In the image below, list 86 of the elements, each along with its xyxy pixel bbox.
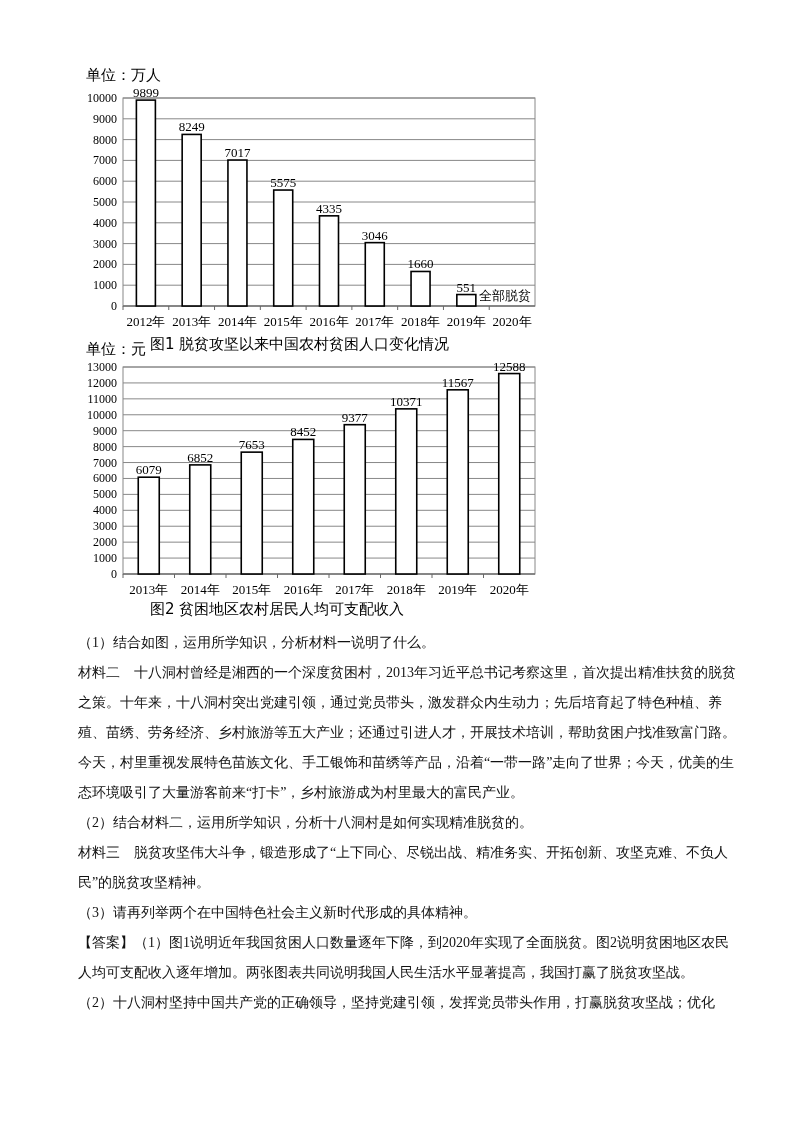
y-tick-label: 2000 — [93, 535, 117, 550]
data-label: 7653 — [238, 437, 265, 453]
x-tick-label: 2018年 — [401, 314, 441, 329]
annotation: 全部脱贫 — [479, 288, 531, 303]
data-label: 9377 — [341, 409, 369, 425]
y-axis-title: 单位：万人 — [86, 66, 161, 84]
data-label: 12588 — [493, 358, 526, 374]
text: 材料三 脱贫攻坚伟大斗争，锻造形成了“上下同心、尽锐出战、精准务实、开拓创新、攻坚克难、不负人民”的脱贫攻坚精神。 — [78, 844, 730, 892]
y-tick-label: 13000 — [87, 360, 117, 374]
data-label: 6852 — [187, 449, 214, 465]
data-label: 6079 — [135, 462, 162, 478]
bar — [291, 438, 315, 575]
y-tick-label: 6000 — [93, 471, 117, 486]
data-label: 8452 — [290, 424, 317, 440]
text: 图2 贫困地区农村居民人均可支配收入 — [150, 600, 405, 618]
text: 【答案】（1）图1说明近年我国贫困人口数量逐年下降，到2020年实现了全面脱贫。图2说明贫困地区农民人均可支配收入逐年增加。两张图表共同说明我国人民生活水平显著提高，我国打赢了脱贫攻坚战。 — [78, 934, 730, 982]
text: 材料二 十八洞村曾经是湘西的一个深度贫困村，2013年习近平总书记考察这里，首次提出精准扶贫的脱贫之策。十年来，十八洞村突出党建引领，通过党员带头，激发群众内生动力；先后培育起了特色种植、养殖、苗绣、劳务经济、乡村旅游等五大产业；还通过引进人才，开展技术培训，帮助贫困户找准致富门路。今天，村里重视发展特色苗族文化、手工银饰和苗绣等产品，沿着“一带一路”走向了世界；今天，优美的生态环境吸引了大量游客前来“打卡”，乡村旅游成为村里最大的富民产业。 — [78, 664, 737, 802]
y-axis-title: 单位：元 — [86, 340, 146, 358]
bar — [446, 389, 470, 575]
text: （2）结合材料二，运用所学知识，分析十八洞村是如何实现精准脱贫的。 — [78, 814, 534, 832]
y-tick-label: 12000 — [87, 375, 117, 390]
y-tick-label: 8000 — [93, 132, 117, 147]
x-tick-label: 2012年 — [126, 314, 166, 329]
bar — [497, 372, 521, 575]
bar — [394, 408, 418, 575]
text: （1）结合如图，运用所学知识，分析材料一说明了什么。 — [78, 634, 436, 652]
bar — [410, 270, 431, 307]
text: （3）请再列举两个在中国特色社会主义新时代形成的具体精神。 — [78, 904, 478, 922]
bar — [188, 464, 212, 575]
x-tick-label: 2015年 — [263, 314, 303, 329]
y-tick-label: 1000 — [93, 278, 117, 293]
data-label: 10371 — [390, 393, 423, 409]
data-label: 3046 — [361, 227, 389, 243]
data-label: 9899 — [132, 85, 159, 101]
x-tick-label: 2017年 — [355, 314, 395, 329]
data-label: 4335 — [316, 200, 342, 216]
data-label: 7017 — [224, 145, 251, 161]
x-tick-label: 2019年 — [438, 582, 478, 597]
x-tick-label: 2015年 — [232, 582, 272, 597]
text: 图1 脱贫攻坚以来中国农村贫困人口变化情况 — [150, 335, 450, 353]
data-label: 11567 — [441, 374, 475, 390]
y-tick-label: 0 — [111, 299, 117, 313]
y-tick-label: 5000 — [93, 487, 117, 502]
y-tick-label: 1000 — [93, 551, 117, 566]
x-tick-label: 2013年 — [172, 314, 212, 329]
bar — [343, 423, 367, 575]
bar — [137, 476, 161, 575]
bar — [135, 99, 157, 307]
y-tick-label: 4000 — [93, 503, 117, 518]
y-tick-label: 3000 — [93, 519, 117, 534]
y-tick-label: 11000 — [87, 391, 117, 406]
y-tick-label: 4000 — [93, 215, 117, 230]
data-label: 1660 — [407, 256, 434, 272]
y-tick-label: 9000 — [93, 111, 117, 126]
y-tick-label: 10000 — [87, 91, 117, 105]
y-tick-label: 9000 — [93, 423, 117, 438]
y-tick-label: 7000 — [93, 455, 117, 470]
bar — [364, 241, 386, 307]
x-tick-label: 2017年 — [335, 582, 375, 597]
bar — [272, 189, 294, 307]
text: （2）十八洞村坚持中国共产党的正确领导，坚持党建引领，发挥党员带头作用，打赢脱贫攻坚战；优化 — [78, 994, 716, 1012]
y-tick-label: 2000 — [93, 257, 117, 272]
y-tick-label: 6000 — [93, 174, 117, 189]
y-tick-label: 8000 — [93, 439, 117, 454]
x-tick-label: 2014年 — [217, 314, 257, 329]
y-tick-label: 10000 — [87, 407, 117, 422]
bar — [227, 159, 248, 307]
y-tick-label: 3000 — [93, 236, 117, 251]
bar — [318, 215, 340, 307]
x-tick-label: 2019年 — [446, 314, 486, 329]
y-tick-label: 5000 — [93, 195, 117, 209]
x-tick-label: 2016年 — [309, 314, 349, 329]
bar — [181, 133, 202, 307]
y-tick-label: 7000 — [93, 153, 117, 168]
x-tick-label: 2013年 — [129, 582, 169, 597]
bar — [456, 293, 477, 307]
y-tick-label: 0 — [111, 567, 117, 581]
bar — [240, 451, 264, 575]
data-label: 551 — [456, 279, 477, 295]
data-label: 8249 — [178, 119, 205, 135]
x-tick-label: 2018年 — [386, 582, 426, 597]
x-tick-label: 2014年 — [180, 582, 220, 597]
x-tick-label: 2020年 — [492, 314, 532, 329]
x-tick-label: 2016年 — [283, 582, 323, 597]
x-tick-label: 2020年 — [489, 582, 529, 597]
data-label: 5575 — [270, 175, 297, 191]
